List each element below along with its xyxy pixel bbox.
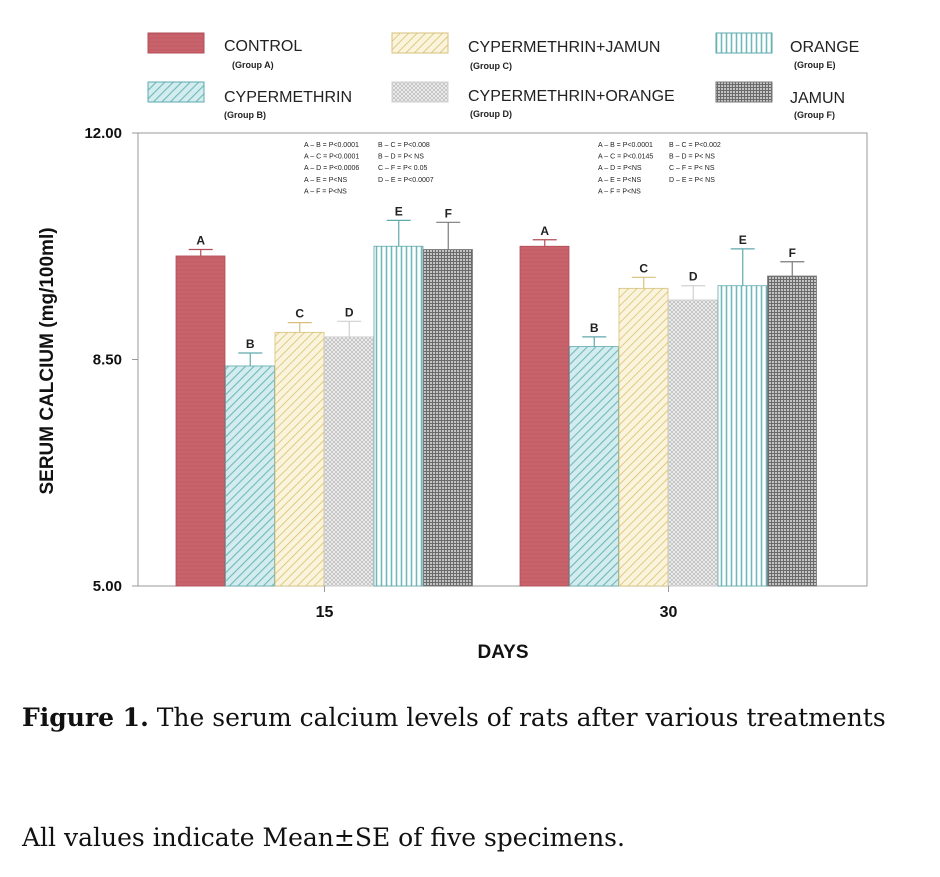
legend-label: CYPERMETHRIN (224, 89, 352, 106)
legend-group: (Group A) (232, 60, 274, 70)
bar-d-day-15 (324, 336, 374, 587)
bar-groups: A B C D E F A B C D E F (175, 204, 817, 587)
p-value-annotation: A – B = P<0.0001 (304, 142, 359, 149)
bar-letter-label: F (789, 246, 796, 260)
bar-letter-label: D (345, 305, 354, 319)
legend-item-f: JAMUN (Group F) (715, 81, 845, 120)
legend-label: CYPERMETHRIN+ORANGE (468, 88, 675, 105)
bar-letter-label: D (689, 270, 698, 284)
caption-label: Figure 1. (22, 703, 149, 732)
bar-letter-label: E (395, 204, 403, 218)
legend-swatch (147, 32, 205, 54)
legend-item-d: CYPERMETHRIN+ORANGE (Group D) (391, 81, 675, 119)
p-value-annotation: A – F = P<NS (598, 188, 641, 195)
y-axis-ticks: 5.00 8.50 12.00 (84, 125, 138, 595)
bar-b-day-15 (225, 365, 275, 587)
bar-e-day-30 (717, 285, 768, 587)
p-value-annotation: A – B = P<0.0001 (598, 142, 653, 149)
x-axis-label: DAYS (477, 642, 528, 663)
p-value-annotation: A – D = P<0.0006 (304, 165, 359, 172)
x-tick-label: 30 (660, 604, 678, 621)
caption-note: All values indicate Mean±SE of five spec… (22, 823, 625, 852)
x-tick-label: 15 (316, 604, 334, 621)
legend-group: (Group E) (794, 60, 836, 70)
bar-b-day-30 (569, 346, 619, 587)
bar-letter-label: E (739, 233, 747, 247)
p-value-annotation: D – E = P<0.0007 (378, 177, 434, 184)
p-value-annotation: A – D = P<NS (598, 165, 642, 172)
p-value-annotation: A – E = P<NS (304, 177, 348, 184)
p-value-annotation: A – F = P<NS (304, 188, 347, 195)
bar-letter-label: A (196, 233, 205, 247)
bar-f-day-15 (423, 249, 473, 587)
legend-label: JAMUN (790, 90, 845, 107)
legend-group: (Group F) (794, 110, 835, 120)
bar-letter-label: C (295, 307, 304, 321)
p-value-annotation: A – E = P<NS (598, 177, 642, 184)
legend-swatch (391, 81, 449, 103)
bar-letter-label: F (445, 206, 452, 220)
p-value-annotation: B – D = P< NS (378, 154, 424, 161)
p-value-annotation: D – E = P< NS (669, 177, 715, 184)
caption-text: The serum calcium levels of rats after v… (148, 703, 886, 732)
y-tick-label: 12.00 (84, 125, 122, 142)
x-axis-ticks: 15 30 (316, 586, 678, 621)
y-tick-label: 5.00 (93, 578, 122, 595)
chart-legend: CONTROL(Group A)CYPERMETHRIN(Group B)CYP… (147, 32, 859, 120)
bar-group-day-30: A B C D E F (519, 224, 817, 587)
y-axis-label: SERUM CALCIUM (mg/100ml) (37, 227, 58, 494)
legend-label: CONTROL (224, 38, 302, 55)
p-value-annotation: B – C = P<0.008 (378, 142, 430, 149)
legend-item-c: CYPERMETHRIN+JAMUN (Group C) (391, 32, 660, 71)
bar-d-day-30 (668, 299, 718, 587)
bar-c-day-15 (274, 331, 325, 587)
bar-c-day-30 (618, 287, 669, 587)
bar-f-day-30 (767, 275, 817, 587)
legend-group: (Group B) (224, 110, 266, 120)
p-value-annotation: C – F = P< NS (669, 165, 715, 172)
legend-item-b: CYPERMETHRIN (Group B) (147, 81, 352, 120)
legend-swatch (391, 32, 449, 54)
legend-swatch (715, 32, 773, 54)
bar-letter-label: B (246, 337, 255, 351)
y-tick-label: 8.50 (93, 352, 122, 369)
bar-e-day-15 (373, 245, 424, 587)
bar-a-day-15 (175, 255, 226, 587)
legend-label: CYPERMETHRIN+JAMUN (468, 39, 660, 56)
p-value-annotation: B – D = P< NS (669, 154, 715, 161)
bar-letter-label: B (590, 321, 599, 335)
significance-annotations: A – B = P<0.0001 A – C = P<0.0001 A – D = … (304, 142, 721, 195)
legend-item-a: CONTROL (Group A) (147, 32, 302, 70)
figure-caption: Figure 1. The serum calcium levels of ra… (22, 698, 927, 738)
p-value-annotation: C – F = P< 0.05 (378, 165, 428, 172)
legend-swatch (715, 81, 773, 103)
bar-letter-label: C (639, 261, 648, 275)
serum-calcium-chart: CONTROL(Group A)CYPERMETHRIN(Group B)CYP… (37, 32, 868, 663)
p-value-annotation: B – C = P<0.002 (669, 142, 721, 149)
legend-swatch (147, 81, 205, 103)
legend-item-e: ORANGE (Group E) (715, 32, 859, 70)
bar-a-day-30 (519, 245, 570, 587)
p-value-annotation: A – C = P<0.0001 (304, 154, 359, 161)
p-value-annotation: A – C = P<0.0145 (598, 154, 653, 161)
legend-group: (Group C) (470, 61, 512, 71)
bar-group-day-15: A B C D E F (175, 204, 473, 587)
legend-label: ORANGE (790, 39, 859, 56)
legend-group: (Group D) (470, 109, 512, 119)
bar-letter-label: A (540, 224, 549, 238)
